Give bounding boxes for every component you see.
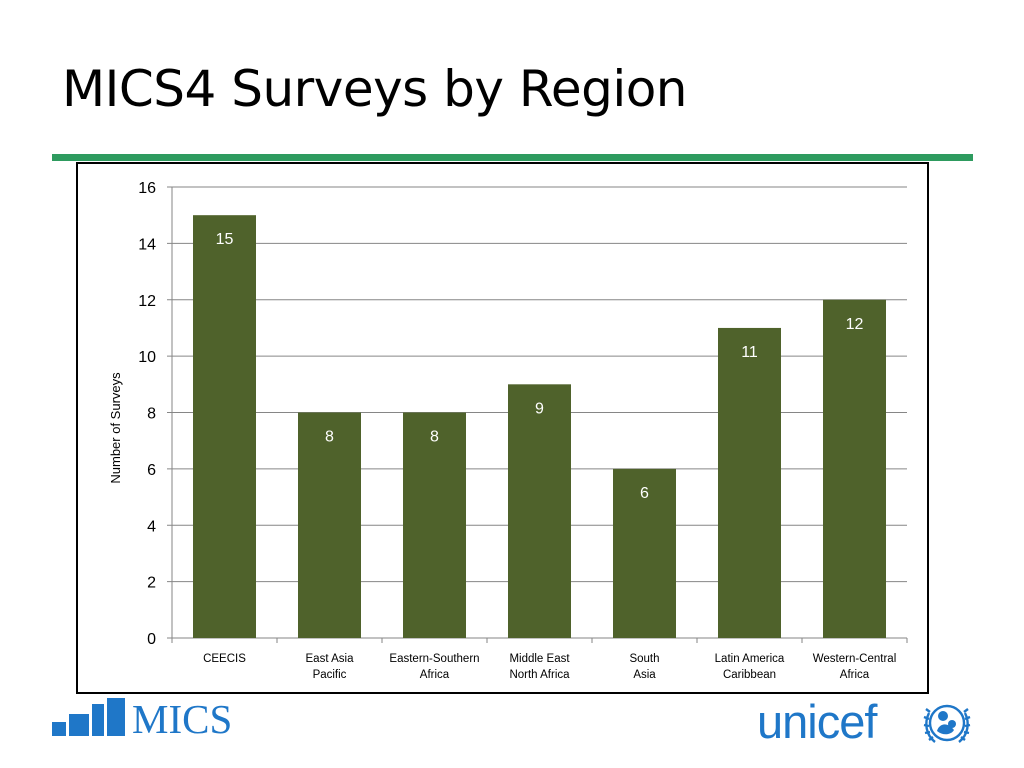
chart-frame: 15 8 8 9 6 11 12 0 2 4 6 8 10 12 14 16 CEECIS East Asia P… [76, 162, 929, 694]
data-label: 11 [741, 344, 758, 361]
y-tick-label: 4 [147, 518, 156, 535]
data-label: 8 [325, 429, 334, 446]
y-tick-label: 0 [147, 631, 156, 648]
mics-logo-text: MICS [132, 696, 233, 742]
y-axis-title: Number of Surveys [108, 372, 123, 484]
y-tick-label: 10 [138, 349, 156, 366]
x-tick-label: Pacific [313, 669, 347, 681]
y-tick-label: 2 [147, 575, 156, 592]
bar [403, 412, 466, 638]
y-tick-label: 14 [138, 236, 156, 253]
mics-logo: MICS [52, 698, 252, 742]
y-tick-label: 12 [138, 293, 156, 310]
x-tick-label: CEECIS [203, 653, 246, 665]
title-divider [52, 154, 973, 161]
unicef-logo-text: unicef [757, 695, 877, 748]
data-labels: 15 8 8 9 6 11 12 [216, 231, 864, 502]
slide-title: MICS4 Surveys by Region [62, 60, 688, 118]
x-tick-label: Middle East [509, 653, 570, 665]
bar [823, 299, 886, 638]
data-label: 6 [640, 485, 649, 502]
x-tick-label: East Asia [306, 653, 355, 665]
data-label: 15 [216, 231, 234, 248]
bar [718, 327, 781, 638]
bars [193, 215, 886, 638]
x-tick-label: Africa [420, 669, 450, 681]
data-label: 8 [430, 429, 439, 446]
x-tick-label: South [629, 653, 659, 665]
bar [298, 412, 361, 638]
y-tick-label: 16 [138, 180, 156, 197]
x-tick-label: Asia [633, 669, 656, 681]
bar [508, 384, 571, 638]
data-label: 9 [535, 400, 544, 417]
tick-labels: 0 2 4 6 8 10 12 14 16 CEECIS East Asia Pacific Easte… [138, 180, 896, 681]
unicef-logo: unicef [757, 696, 977, 750]
data-label: 12 [846, 316, 864, 333]
x-tick-label: Africa [840, 669, 870, 681]
x-tick-label: Latin America [715, 653, 785, 665]
bar-chart: 15 8 8 9 6 11 12 0 2 4 6 8 10 12 14 16 CEECIS East Asia P… [108, 180, 908, 681]
y-tick-label: 6 [147, 462, 156, 479]
x-tick-label: North Africa [509, 669, 570, 681]
x-tick-label: Western-Central [813, 653, 897, 665]
x-tick-label: Caribbean [723, 669, 776, 681]
unicef-emblem-icon [923, 704, 971, 743]
bar [193, 215, 256, 638]
bar [613, 468, 676, 638]
y-tick-label: 8 [147, 406, 156, 423]
x-tick-label: Eastern-Southern [389, 653, 479, 665]
mics-blocks-icon [52, 698, 125, 736]
